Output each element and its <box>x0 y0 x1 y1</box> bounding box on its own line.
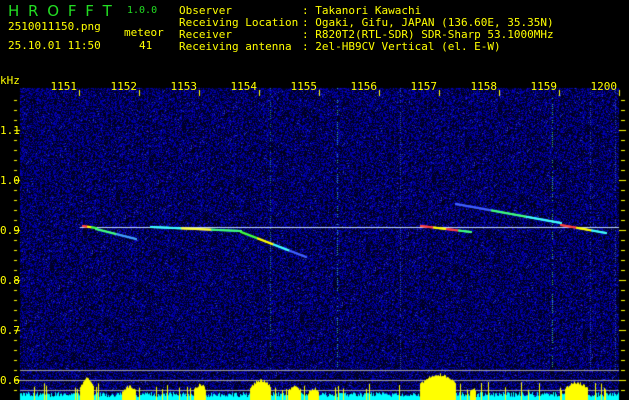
x-tick-label: 1156 <box>350 80 378 93</box>
app-version: 1.0.0 <box>127 5 158 16</box>
x-tick-label: 1157 <box>410 80 438 93</box>
x-tick-label: 1158 <box>470 80 498 93</box>
antenna-value: : 2el-HB9CV Vertical (el. E-W) <box>302 40 501 53</box>
meteor-count: 41 <box>139 39 153 52</box>
antenna-label: Receiving antenna <box>179 40 292 53</box>
meteor-label: meteor <box>124 26 164 39</box>
x-tick-label: 1152 <box>110 80 138 93</box>
app-logo: H R O F F T <box>8 2 114 20</box>
receiver-label: Receiver <box>179 28 232 41</box>
y-tick-label: 1.1 <box>0 124 20 137</box>
x-tick-label: 1154 <box>230 80 258 93</box>
filename: 2510011150.png <box>8 20 101 33</box>
x-tick-label: 1200 <box>590 80 618 93</box>
y-tick-label: 0.7 <box>0 324 20 337</box>
x-tick-label: 1151 <box>50 80 78 93</box>
x-tick-label: 1153 <box>170 80 198 93</box>
location-value: : Ogaki, Gifu, JAPAN (136.60E, 35.35N) <box>302 16 554 29</box>
x-tick-label: 1155 <box>290 80 318 93</box>
observer-label: Observer <box>179 4 232 17</box>
location-label: Receiving Location <box>179 16 299 29</box>
y-tick-label: 1.0 <box>0 174 20 187</box>
y-axis-unit: kHz <box>0 74 20 87</box>
datetime: 25.10.01 11:50 <box>8 39 101 52</box>
observer-value: : Takanori Kawachi <box>302 4 422 17</box>
y-tick-label: 0.9 <box>0 224 20 237</box>
receiver-value: : R820T2(RTL-SDR) SDR-Sharp 53.1000MHz <box>302 28 554 41</box>
y-tick-label: 0.8 <box>0 274 20 287</box>
y-tick-label: 0.6 <box>0 374 20 387</box>
x-tick-label: 1159 <box>530 80 558 93</box>
